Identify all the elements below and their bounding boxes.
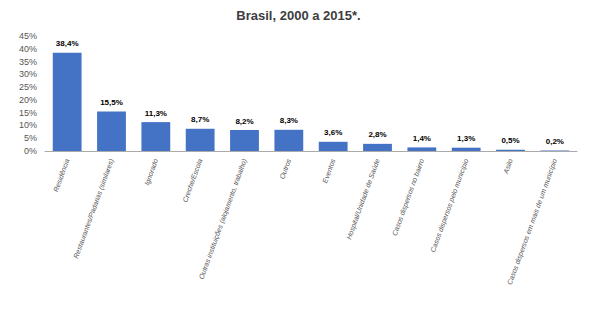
svg-text:Ignorado: Ignorado bbox=[143, 158, 160, 187]
svg-text:40%: 40% bbox=[19, 44, 37, 54]
svg-text:5%: 5% bbox=[24, 133, 37, 143]
svg-text:30%: 30% bbox=[19, 69, 37, 79]
svg-text:45%: 45% bbox=[19, 31, 37, 41]
svg-text:15%: 15% bbox=[19, 108, 37, 118]
svg-text:8,2%: 8,2% bbox=[235, 117, 253, 126]
svg-text:Creche/Escola: Creche/Escola bbox=[181, 158, 203, 203]
svg-text:35%: 35% bbox=[19, 57, 37, 67]
svg-text:Asilo: Asilo bbox=[502, 158, 514, 176]
svg-text:Casos dispersos no bairro: Casos dispersos no bairro bbox=[391, 158, 426, 237]
svg-text:11,3%: 11,3% bbox=[145, 109, 167, 118]
svg-text:10%: 10% bbox=[19, 120, 37, 130]
svg-text:15,5%: 15,5% bbox=[100, 98, 123, 107]
svg-text:Outras instituições (alojament: Outras instituições (alojamento, trabalh… bbox=[198, 158, 249, 281]
svg-text:8,3%: 8,3% bbox=[280, 116, 298, 125]
svg-text:2,8%: 2,8% bbox=[368, 130, 386, 139]
svg-text:Hospital/Unidade de Saúde: Hospital/Unidade de Saúde bbox=[345, 158, 382, 241]
svg-text:25%: 25% bbox=[19, 82, 37, 92]
svg-text:1,3%: 1,3% bbox=[457, 134, 475, 143]
svg-text:0%: 0% bbox=[24, 146, 37, 156]
svg-text:20%: 20% bbox=[19, 95, 37, 105]
svg-text:Casos dispersos em mais de um: Casos dispersos em mais de um município bbox=[506, 158, 559, 286]
svg-text:Casos dispersos pelo município: Casos dispersos pelo município bbox=[429, 158, 470, 254]
svg-text:0,2%: 0,2% bbox=[546, 137, 564, 146]
svg-text:Restaurantes/Padarias (similar: Restaurantes/Padarias (similares) bbox=[72, 158, 116, 260]
svg-text:1,4%: 1,4% bbox=[413, 134, 431, 143]
svg-text:38,4%: 38,4% bbox=[56, 39, 79, 48]
svg-text:Brasil, 2000 a 2015*.: Brasil, 2000 a 2015*. bbox=[236, 8, 360, 23]
svg-text:8,7%: 8,7% bbox=[191, 115, 209, 124]
svg-text:0,5%: 0,5% bbox=[501, 136, 519, 145]
svg-text:3,6%: 3,6% bbox=[324, 128, 342, 137]
svg-text:Residência: Residência bbox=[52, 158, 70, 193]
svg-text:Outros: Outros bbox=[278, 157, 292, 180]
svg-text:Eventos: Eventos bbox=[321, 157, 336, 184]
